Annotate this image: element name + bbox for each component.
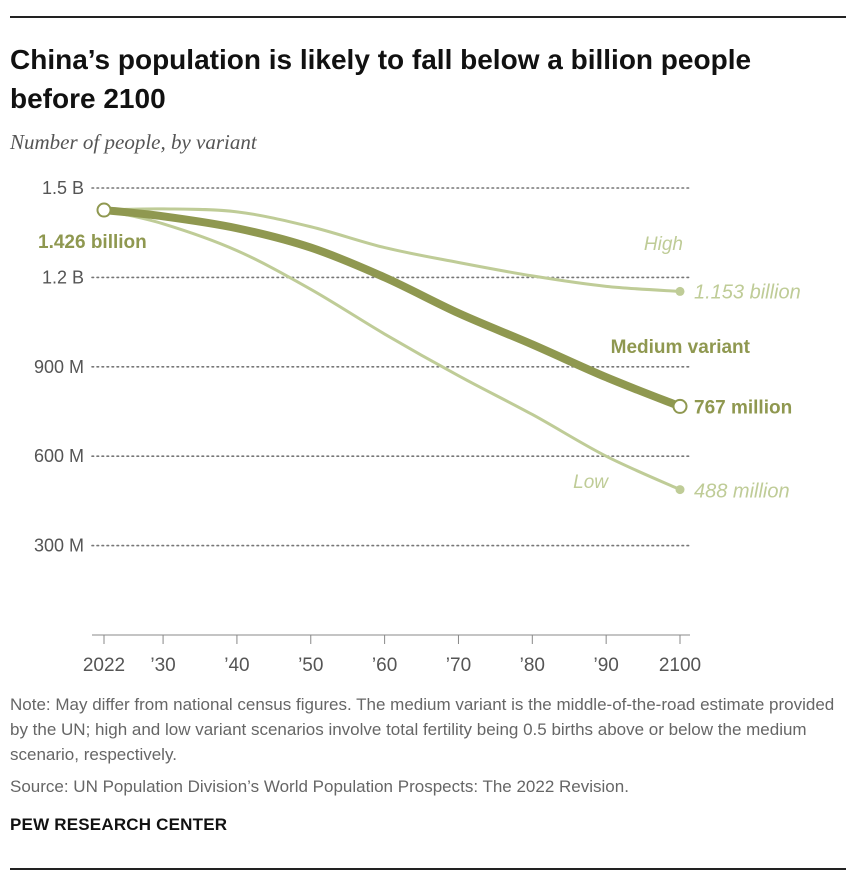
- x-tick-label: 2100: [659, 655, 701, 676]
- medium-series-label: Medium variant: [611, 337, 751, 358]
- x-tick-label: ’70: [446, 655, 471, 676]
- low-series-label: Low: [573, 472, 609, 493]
- medium-end-label: 767 million: [694, 397, 792, 418]
- x-tick-label: ’50: [298, 655, 323, 676]
- y-tick-label: 1.5 B: [42, 178, 84, 198]
- x-tick-label: ’30: [150, 655, 175, 676]
- publisher-brand: PEW RESEARCH CENTER: [10, 815, 228, 834]
- x-tick-label: ’60: [372, 655, 397, 676]
- x-tick-label: 2022: [83, 655, 125, 676]
- y-tick-label: 600 M: [34, 446, 84, 466]
- y-tick-label: 1.2 B: [42, 267, 84, 287]
- top-rule: [10, 16, 846, 18]
- start-point: [96, 202, 112, 218]
- chart-source: Source: UN Population Division’s World P…: [10, 777, 629, 796]
- chart-subtitle: Number of people, by variant: [10, 130, 257, 154]
- medium-end-point: [672, 398, 688, 414]
- x-tick-label: ’40: [224, 655, 249, 676]
- x-axis: 2022 ’30 ’40 ’50 ’60 ’70 ’80 ’90 2100: [83, 634, 701, 676]
- gridlines: 300 M 600 M 900 M 1.2 B 1.5 B: [34, 178, 691, 556]
- chart-title: China’s population is likely to fall bel…: [10, 44, 752, 114]
- series-line-low: [102, 208, 682, 492]
- x-tick-label: ’90: [593, 655, 618, 676]
- series-line-medium-variant: [100, 206, 684, 411]
- series-line-high: [102, 207, 682, 293]
- y-tick-label: 900 M: [34, 357, 84, 377]
- y-tick-label: 300 M: [34, 536, 84, 556]
- bottom-rule: [10, 868, 846, 870]
- x-tick-label: ’80: [520, 655, 545, 676]
- population-line-chart: 300 M 600 M 900 M 1.2 B 1.5 B 2022 ’30 ’40 ’50 ’…: [34, 178, 801, 676]
- low-end-label: 488 million: [694, 481, 790, 503]
- high-end-label: 1.153 billion: [694, 281, 801, 303]
- start-value-label: 1.426 billion: [38, 232, 147, 253]
- low-end-point: [675, 485, 685, 495]
- high-end-point: [675, 286, 685, 296]
- chart-note: Note: May differ from national census fi…: [10, 695, 835, 764]
- data-labels: 1.426 billion High 1.153 billion Medium var…: [38, 232, 801, 503]
- series-lines: [96, 202, 688, 495]
- high-series-label: High: [644, 234, 683, 255]
